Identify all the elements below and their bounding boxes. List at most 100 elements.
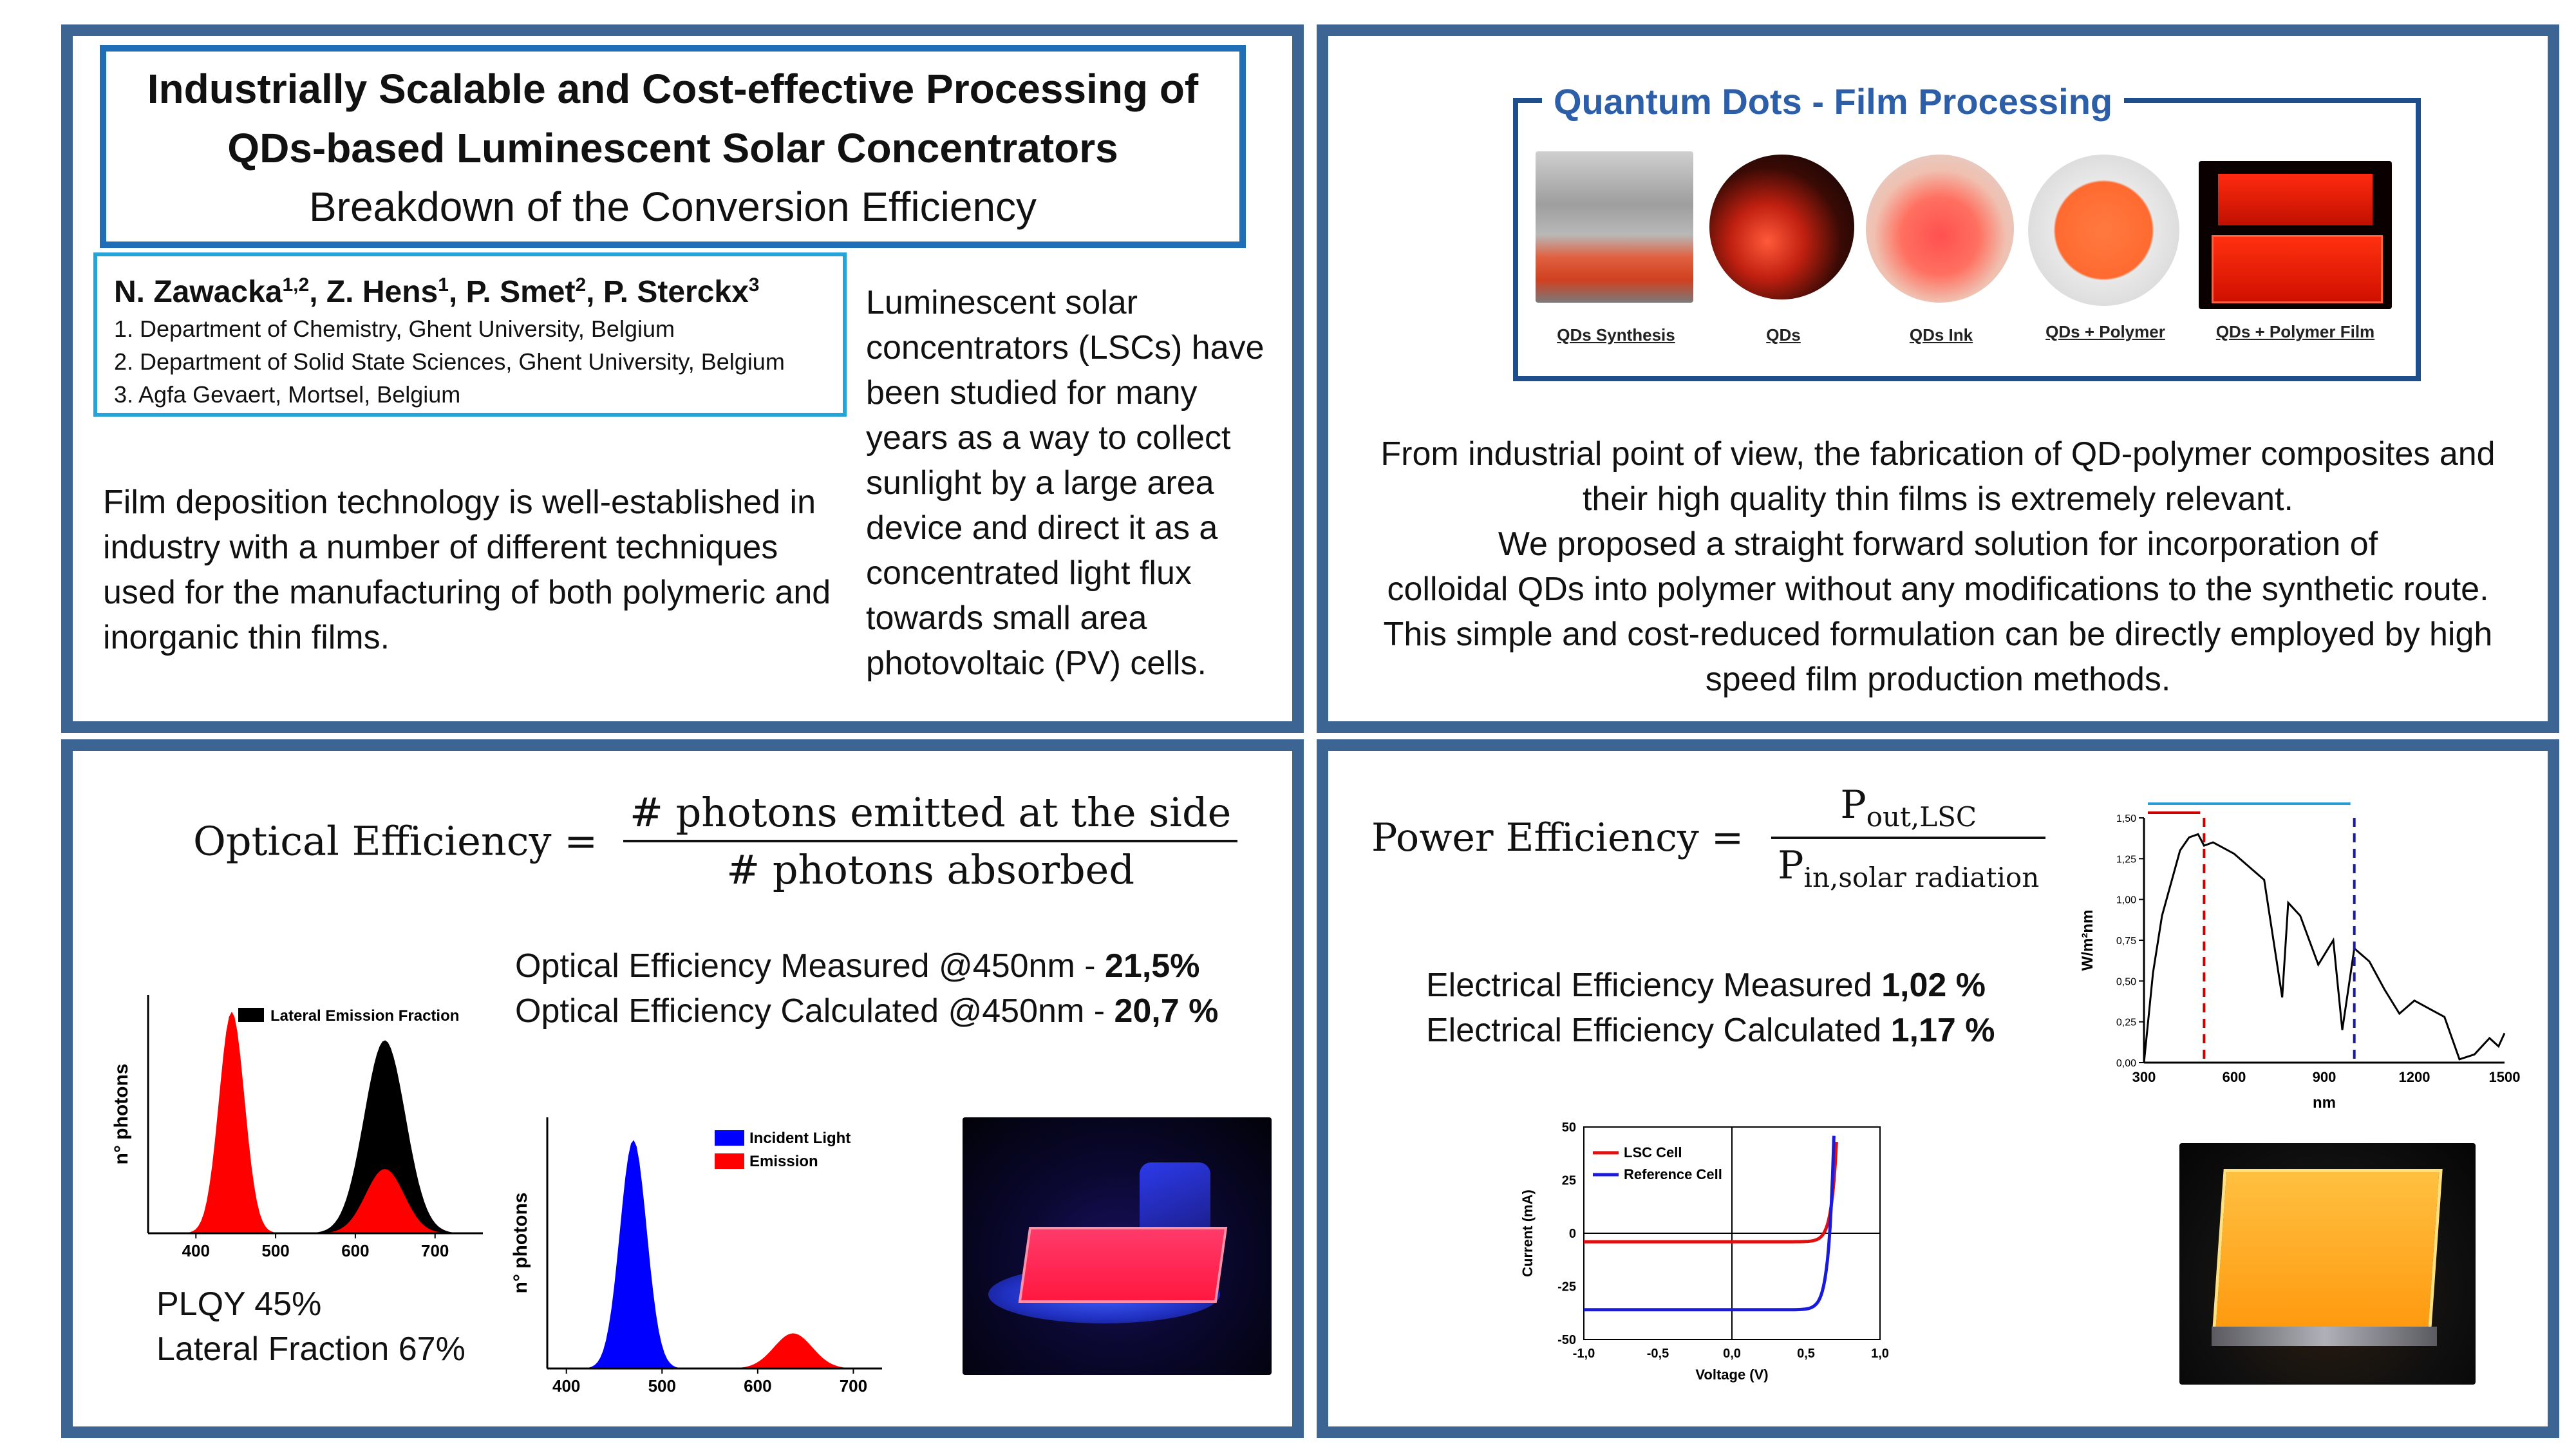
processing-text-line4: colloidal QDs into polymer without any m… bbox=[1387, 571, 2489, 608]
caption-qds-polymer-film: QDs + Polymer Film bbox=[2215, 322, 2375, 341]
incident-series-1 bbox=[547, 1333, 882, 1368]
qds-polymer-photo bbox=[2028, 155, 2179, 306]
iv-xtick-label-2: 0,0 bbox=[1723, 1347, 1741, 1361]
solar-ytick-label-6: 1,50 bbox=[2116, 813, 2136, 824]
iv-series-1 bbox=[1584, 1135, 1836, 1312]
solar-spectrum-line bbox=[2143, 833, 2506, 1063]
power-den-sub: in,solar radiation bbox=[1803, 862, 2040, 893]
incident-legend-swatch-1 bbox=[715, 1153, 744, 1169]
optical-equation: Optical Efficiency = # photons emitted a… bbox=[193, 789, 1238, 893]
power-num-sub: out,LSC bbox=[1866, 801, 1977, 833]
qds-ink-photo bbox=[1866, 155, 2014, 303]
intro-text: Luminescent solar concentrators (LSCs) h… bbox=[866, 284, 1264, 682]
caption-qds-synthesis: QDs Synthesis bbox=[1557, 325, 1675, 345]
optical-measured: Optical Efficiency Measured @450nm - 21,… bbox=[515, 943, 1199, 989]
iv-ytick-label-0: -50 bbox=[1557, 1333, 1576, 1347]
processing-text-line5: This simple and cost-reduced formulation… bbox=[1383, 616, 2493, 653]
solar-xtick-label-4: 1500 bbox=[2489, 1069, 2521, 1085]
solar-xlabel: nm bbox=[2313, 1094, 2336, 1112]
iv-series-0 bbox=[1584, 1141, 1838, 1244]
incident-xtick-label-1: 500 bbox=[648, 1376, 676, 1396]
power-calculated-value: 1,17 % bbox=[1890, 1012, 1995, 1049]
lateral-legend-label: Lateral Emission Fraction bbox=[270, 1007, 459, 1025]
poster-title-line1: Industrially Scalable and Cost-effective… bbox=[147, 66, 1199, 112]
intro-panel bbox=[61, 24, 1304, 733]
author-1: N. Zawacka bbox=[114, 275, 283, 309]
iv-ytick-label-4: 50 bbox=[1562, 1121, 1576, 1135]
power-measured: Electrical Efficiency Measured 1,02 % bbox=[1426, 963, 1986, 1008]
solar-xtick-label-3: 1200 bbox=[2399, 1069, 2430, 1085]
incident-ylabel: n° photons bbox=[510, 1193, 531, 1294]
iv-xtick-label-0: -1,0 bbox=[1573, 1347, 1595, 1361]
optical-measured-label: Optical Efficiency Measured @450nm - bbox=[515, 947, 1105, 985]
solar-xtick-label-2: 900 bbox=[2313, 1069, 2336, 1085]
solar-ylabel: W/m²nm bbox=[2079, 910, 2096, 971]
power-num-p: P bbox=[1840, 782, 1866, 828]
incident-xtick-label-2: 600 bbox=[744, 1376, 771, 1396]
power-eq-fraction: Pout,LSC Pin,solar radiation bbox=[1771, 782, 2046, 893]
optical-calculated: Optical Efficiency Calculated @450nm - 2… bbox=[515, 989, 1218, 1034]
optical-calculated-value: 20,7 % bbox=[1114, 992, 1219, 1030]
solar-spectrum-chart: 300 600 900 1200 1500 0,00 0,25 0,50 0,75 1,00 1,2… bbox=[2079, 802, 2521, 1112]
iv-legend-label-1: Reference Cell bbox=[1624, 1166, 1722, 1182]
author-list: N. Zawacka1,2, Z. Hens1, P. Smet2, P. St… bbox=[114, 265, 826, 312]
poster-title-line2: QDs-based Luminescent Solar Concentrator… bbox=[227, 125, 1118, 171]
caption-qds: QDs bbox=[1766, 325, 1801, 345]
lateral-series-2 bbox=[148, 1169, 483, 1233]
optical-eq-numerator: # photons emitted at the side bbox=[623, 789, 1238, 842]
iv-curve-chart: LSC Cell Reference Cell -1,0 -0,5 0,0 0,5 1,0 -… bbox=[1519, 1121, 1889, 1383]
solar-xtick-label-0: 300 bbox=[2132, 1069, 2156, 1085]
lateral-xtick-label-2: 600 bbox=[341, 1241, 369, 1260]
incident-xtick-label-3: 700 bbox=[840, 1376, 867, 1396]
author-3: , P. Smet bbox=[448, 275, 576, 309]
solar-ytick-label-3: 0,75 bbox=[2116, 936, 2136, 947]
incident-xtick-label-0: 400 bbox=[552, 1376, 580, 1396]
author-2: , Z. Hens bbox=[309, 275, 438, 309]
solar-xtick-label-1: 600 bbox=[2223, 1069, 2246, 1085]
lateral-fraction-text: Lateral Fraction 67% bbox=[156, 1331, 465, 1368]
solar-ytick-label-2: 0,50 bbox=[2116, 976, 2136, 987]
film-deposition-text: Film deposition technology is well-estab… bbox=[103, 484, 831, 656]
author-2-affil: 1 bbox=[438, 274, 449, 296]
lsc-blue-light-photo bbox=[963, 1117, 1272, 1375]
incident-emission-chart: 400 500 600 700 n° photons Incident Light Emis… bbox=[510, 1117, 882, 1396]
solar-ytick-label-4: 1,00 bbox=[2116, 895, 2136, 906]
caption-qds-polymer: QDs + Polymer bbox=[2045, 322, 2165, 341]
incident-series-0 bbox=[547, 1140, 882, 1368]
optical-eq-fraction: # photons emitted at the side # photons … bbox=[623, 789, 1238, 893]
incident-legend-label-1: Emission bbox=[749, 1153, 818, 1170]
affiliation-1: 1. Department of Chemistry, Ghent Univer… bbox=[114, 316, 675, 342]
author-4: , P. Sterckx bbox=[586, 275, 749, 309]
plqy-text: PLQY 45% bbox=[156, 1285, 322, 1323]
iv-xtick-label-3: 0,5 bbox=[1797, 1347, 1815, 1361]
power-equation: Power Efficiency = Pout,LSC Pin,solar ra… bbox=[1371, 782, 2046, 893]
processing-text-line3: We proposed a straight forward solution … bbox=[1498, 526, 2378, 563]
processing-text: From industrial point of view, the fabri… bbox=[1342, 431, 2534, 702]
iv-xtick-label-1: -0,5 bbox=[1647, 1347, 1669, 1361]
lateral-xtick-label-1: 500 bbox=[261, 1241, 289, 1260]
power-measured-label: Electrical Efficiency Measured bbox=[1426, 967, 1882, 1004]
processing-text-line6: speed film production methods. bbox=[1705, 661, 2171, 698]
power-eq-numerator: Pout,LSC bbox=[1771, 782, 2046, 839]
processing-text-line2: their high quality thin films is extreme… bbox=[1582, 480, 2293, 518]
solar-ytick-label-0: 0,00 bbox=[2116, 1058, 2136, 1069]
power-eq-denominator: Pin,solar radiation bbox=[1771, 839, 2045, 893]
author-3-affil: 2 bbox=[575, 274, 587, 296]
optical-eq-denominator: # photons absorbed bbox=[726, 846, 1135, 893]
power-den-p: P bbox=[1778, 843, 1804, 888]
lsc-yellow-photo bbox=[2179, 1143, 2476, 1385]
iv-ylabel: Current (mA) bbox=[1519, 1189, 1536, 1277]
lateral-emission-chart: 400 500 600 700 n° photons Lateral Emission F… bbox=[111, 995, 483, 1260]
solar-ytick-label-5: 1,25 bbox=[2116, 854, 2136, 865]
optical-measured-value: 21,5% bbox=[1105, 947, 1200, 985]
lateral-ylabel: n° photons bbox=[111, 1064, 132, 1165]
incident-legend-swatch-0 bbox=[715, 1130, 744, 1146]
power-calculated: Electrical Efficiency Calculated 1,17 % bbox=[1426, 1008, 1995, 1053]
caption-qds-ink: QDs Ink bbox=[1909, 325, 1973, 345]
affiliation-3: 3. Agfa Gevaert, Mortsel, Belgium bbox=[114, 381, 461, 408]
iv-ytick-label-2: 0 bbox=[1569, 1227, 1576, 1241]
iv-legend-label-0: LSC Cell bbox=[1624, 1144, 1682, 1160]
power-eq-label: Power Efficiency = bbox=[1371, 815, 1744, 860]
lateral-series-0 bbox=[148, 1011, 483, 1233]
author-box: N. Zawacka1,2, Z. Hens1, P. Smet2, P. St… bbox=[93, 252, 847, 417]
